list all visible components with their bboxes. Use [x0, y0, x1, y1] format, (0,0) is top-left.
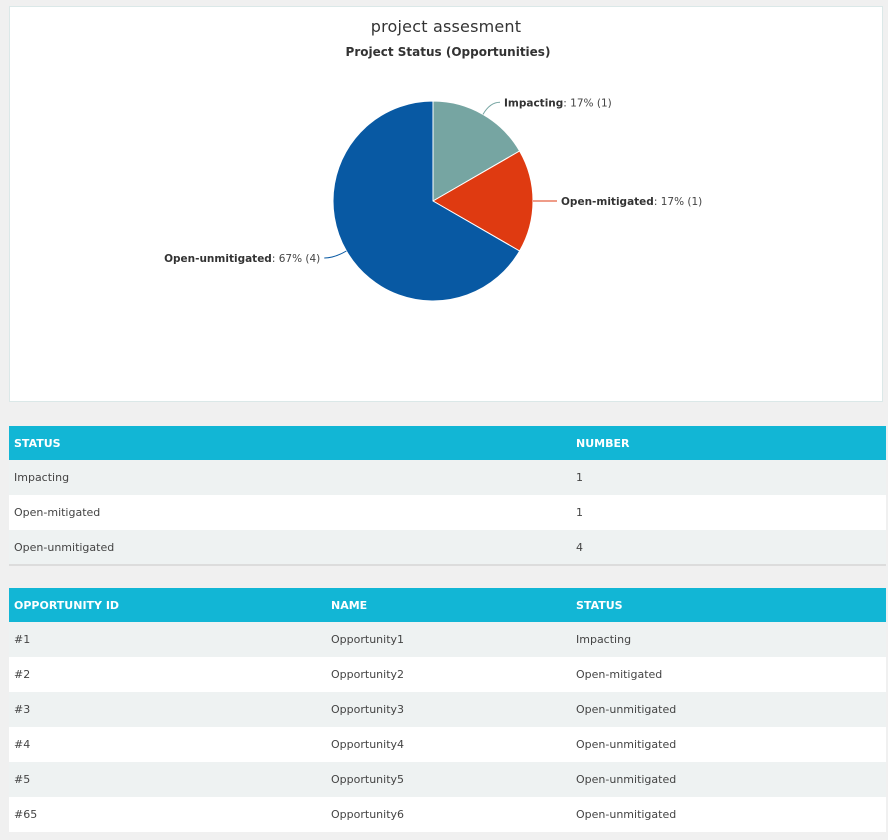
table-row: #65 Opportunity6 Open-unmitigated: [9, 797, 886, 832]
opportunity-name-cell: Opportunity1: [326, 622, 571, 657]
opportunity-id-cell: #1: [9, 622, 326, 657]
column-header-name[interactable]: NAME: [326, 588, 571, 622]
opportunity-id-cell: #65: [9, 797, 326, 832]
table-row: #1 Opportunity1 Impacting: [9, 622, 886, 657]
opportunity-table: OPPORTUNITY ID NAME STATUS #1 Opportunit…: [9, 588, 886, 832]
opportunity-status-cell: Open-unmitigated: [571, 692, 886, 727]
number-cell: 4: [571, 530, 886, 566]
table-row: #4 Opportunity4 Open-unmitigated: [9, 727, 886, 762]
status-cell: Open-unmitigated: [9, 530, 571, 566]
opportunity-name-cell: Opportunity2: [326, 657, 571, 692]
number-cell: 1: [571, 495, 886, 530]
chart-panel: project assesment Project Status (Opport…: [9, 6, 883, 402]
table-row: Open-mitigated 1: [9, 495, 886, 530]
pie-slice-open-mitigated[interactable]: [431, 150, 534, 252]
opportunity-status-cell: Impacting: [571, 622, 886, 657]
column-header-opportunity-id[interactable]: OPPORTUNITY ID: [9, 588, 326, 622]
table-row: #3 Opportunity3 Open-unmitigated: [9, 692, 886, 727]
pie-connector-impacting: [482, 101, 501, 115]
status-table: STATUS NUMBER Impacting 1 Open-mitigated…: [9, 426, 886, 566]
opportunity-table-header: OPPORTUNITY ID NAME STATUS: [9, 588, 886, 622]
opportunity-status-cell: Open-unmitigated: [571, 762, 886, 797]
pie-slice-impacting[interactable]: [432, 100, 521, 202]
number-cell: 1: [571, 460, 886, 495]
pie-label-impacting: Impacting: 17% (1): [504, 97, 612, 109]
pie-slice-open-unmitigated[interactable]: [332, 100, 521, 302]
opportunity-id-cell: #4: [9, 727, 326, 762]
opportunity-name-cell: Opportunity5: [326, 762, 571, 797]
opportunity-status-cell: Open-unmitigated: [571, 727, 886, 762]
column-header-status[interactable]: STATUS: [571, 588, 886, 622]
opportunity-name-cell: Opportunity4: [326, 727, 571, 762]
column-header-status[interactable]: STATUS: [9, 426, 571, 460]
opportunity-name-cell: Opportunity6: [326, 797, 571, 832]
pie-chart: Project Status (Opportunities) Impacting…: [164, 45, 702, 302]
opportunity-id-cell: #5: [9, 762, 326, 797]
column-header-number[interactable]: NUMBER: [571, 426, 886, 460]
status-cell: Open-mitigated: [9, 495, 571, 530]
status-cell: Impacting: [9, 460, 571, 495]
pie-connector-open-unmitigated: [324, 250, 347, 259]
table-row: Impacting 1: [9, 460, 886, 495]
status-table-header: STATUS NUMBER: [9, 426, 886, 460]
opportunity-status-cell: Open-unmitigated: [571, 797, 886, 832]
table-row: #2 Opportunity2 Open-mitigated: [9, 657, 886, 692]
table-row: Open-unmitigated 4: [9, 530, 886, 566]
chart-title: Project Status (Opportunities): [346, 45, 551, 59]
page-title: project assesment: [370, 17, 522, 36]
table-row: #5 Opportunity5 Open-unmitigated: [9, 762, 886, 797]
opportunity-name-cell: Opportunity3: [326, 692, 571, 727]
opportunity-id-cell: #3: [9, 692, 326, 727]
pie-label-open-unmitigated: Open-unmitigated: 67% (4): [164, 253, 320, 265]
opportunity-id-cell: #2: [9, 657, 326, 692]
opportunity-status-cell: Open-mitigated: [571, 657, 886, 692]
pie-label-open-mitigated: Open-mitigated: 17% (1): [561, 196, 702, 208]
